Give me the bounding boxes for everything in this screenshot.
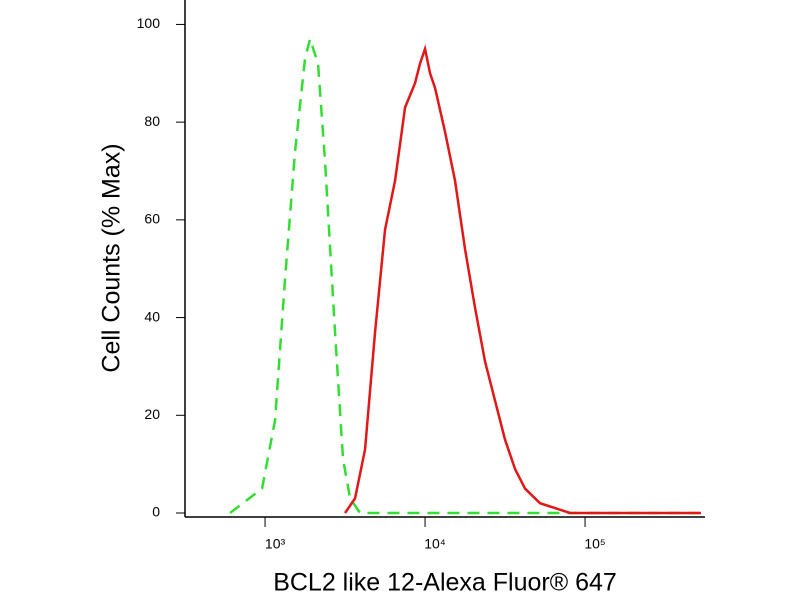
y-tick-label: 60	[144, 211, 160, 227]
series-line	[229, 34, 701, 515]
x-tick-label: 10⁵	[584, 536, 605, 552]
y-tick-label: 80	[144, 113, 160, 129]
y-tick-label: 100	[137, 15, 161, 31]
y-tick-label: 0	[152, 504, 160, 520]
y-tick-label: 20	[144, 406, 160, 422]
x-tick-label: 10³	[265, 536, 286, 552]
y-tick-label: 40	[144, 308, 160, 324]
y-axis-title: Cell Counts (% Max)	[98, 143, 126, 372]
series-line	[344, 44, 701, 515]
x-axis-title: BCL2 like 12-Alexa Fluor® 647	[273, 569, 617, 597]
x-tick-label: 10⁴	[424, 536, 446, 552]
